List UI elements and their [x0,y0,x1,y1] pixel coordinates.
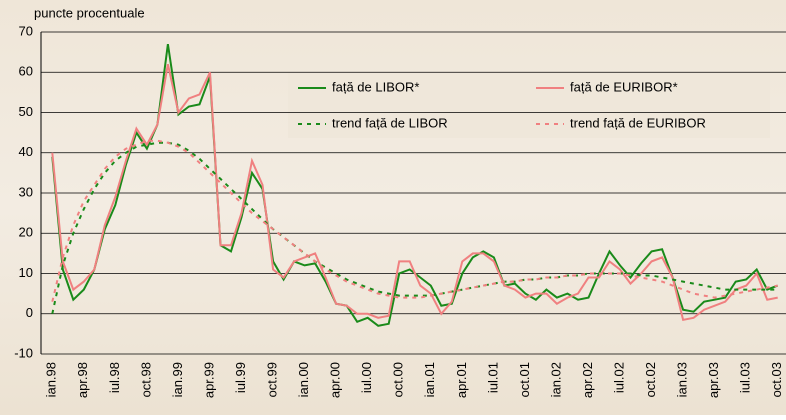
x-tick-label: apr.03 [706,362,721,398]
y-tick-label: 10 [19,265,33,280]
y-axis-label: puncte procentuale [34,5,145,20]
x-tick-label: apr.02 [580,362,595,398]
y-tick-label: -10 [14,345,33,360]
y-tick-label: 60 [19,64,33,79]
y-tick-label: 50 [19,104,33,119]
series-line [51,141,778,315]
x-tick-label: ian.01 [422,362,437,397]
y-tick-label: 30 [19,184,33,199]
x-tick-label: oct.03 [769,362,784,397]
x-tick-label: iul.03 [738,362,753,393]
x-tick-label: iul.98 [107,362,122,393]
x-tick-label: apr.01 [454,362,469,398]
x-tick-label: apr.00 [328,362,343,398]
x-tick-label: ian.00 [296,362,311,397]
legend-label: trend față de EURIBOR [570,115,706,130]
legend-box [288,72,770,138]
legend-label: trend față de LIBOR [332,115,448,130]
x-tick-label: ian.98 [44,362,59,397]
series-line [51,139,778,302]
x-tick-label: iul.00 [359,362,374,393]
x-tick-label: iul.99 [233,362,248,393]
x-tick-label: oct.00 [391,362,406,397]
y-tick-label: 40 [19,144,33,159]
y-tick-label: 20 [19,225,33,240]
legend-label: față de LIBOR* [332,79,419,94]
series-line [51,63,778,321]
x-tick-label: oct.99 [264,362,279,397]
x-tick-label: oct.01 [517,362,532,397]
x-tick-label: ian.02 [548,362,563,397]
x-tick-label: ian.99 [170,362,185,397]
legend-label: față de EURIBOR* [570,79,678,94]
legend: față de LIBOR* față de EURIBOR* trend față… [288,72,770,138]
x-tick-label: ian.03 [675,362,690,397]
x-tick-label: apr.99 [201,362,216,398]
x-tick-label: iul.01 [485,362,500,393]
x-tick-label: iul.02 [611,362,626,393]
x-tick-label: oct.98 [138,362,153,397]
x-tick-label: oct.02 [643,362,658,397]
y-tick-label: 70 [19,23,33,38]
y-tick-label: 0 [26,305,33,320]
x-tick-label: apr.98 [75,362,90,398]
